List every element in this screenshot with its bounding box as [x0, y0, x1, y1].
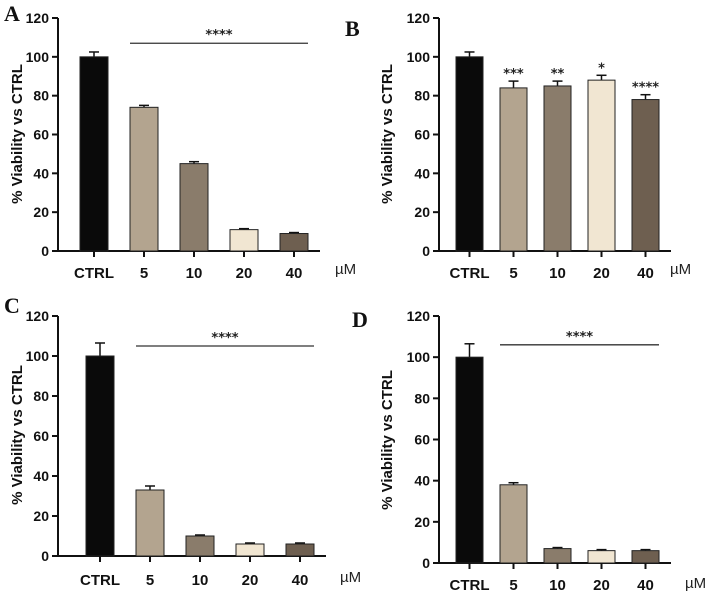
y-tick-label: 60: [33, 127, 49, 143]
bar-40: [279, 233, 309, 252]
y-tick-label: 0: [41, 243, 49, 259]
y-tick-label: 20: [414, 204, 430, 220]
unit-label: µM: [340, 569, 361, 586]
y-tick-label: 80: [33, 88, 49, 104]
y-tick-label: 20: [33, 204, 49, 220]
x-category-label: 40: [292, 572, 309, 589]
y-tick-label: 20: [33, 508, 49, 524]
y-tick-label: 60: [33, 428, 49, 444]
x-category-label: 5: [509, 265, 517, 282]
bar-40: [631, 99, 660, 252]
x-category-label: 40: [286, 265, 303, 282]
bar-10: [185, 535, 215, 557]
y-axis-title: % Viability vs CTRL: [9, 64, 26, 204]
bar-5: [499, 87, 528, 252]
x-category-label: 40: [637, 577, 654, 594]
unit-label: µM: [685, 575, 706, 592]
y-tick-label: 120: [407, 10, 431, 26]
y-tick-label: 40: [33, 468, 49, 484]
x-category-label: 5: [146, 572, 154, 589]
bar-ctrl: [455, 56, 484, 252]
y-tick-label: 100: [26, 49, 50, 65]
y-axis-title: % Viability vs CTRL: [379, 64, 396, 204]
y-tick-label: 100: [407, 49, 431, 65]
y-tick-label: 120: [26, 308, 50, 324]
panel-letter: C: [4, 293, 20, 318]
x-category-label: CTRL: [450, 265, 490, 282]
y-tick-label: 80: [414, 390, 430, 406]
x-category-label: 20: [593, 265, 610, 282]
y-axis-title: % Viability vs CTRL: [379, 370, 396, 510]
x-category-label: 10: [549, 577, 566, 594]
bar-ctrl: [79, 56, 109, 252]
bar-40: [631, 550, 660, 564]
x-category-label: CTRL: [74, 265, 114, 282]
y-tick-label: 60: [414, 432, 430, 448]
panel-c: C 0 20 40 60 80 100 120 % Viability vs CTRL CTRL 5…: [4, 293, 361, 589]
x-category-label: CTRL: [450, 577, 490, 594]
bar-5: [135, 489, 165, 557]
y-tick-label: 20: [414, 514, 430, 530]
bar-10: [543, 548, 572, 564]
y-tick-label: 80: [33, 388, 49, 404]
bar-significance: **: [551, 67, 565, 82]
x-category-label: 5: [140, 265, 148, 282]
y-tick-label: 120: [26, 10, 50, 26]
y-axis-title: % Viability vs CTRL: [9, 365, 26, 505]
bar-significance: ****: [632, 81, 659, 96]
x-category-label: CTRL: [80, 572, 120, 589]
x-category-label: 10: [192, 572, 209, 589]
y-tick-label: 0: [422, 555, 430, 571]
bar-ctrl: [85, 355, 115, 557]
x-category-label: 5: [509, 577, 517, 594]
x-category-label: 10: [186, 265, 203, 282]
x-category-label: 40: [637, 265, 654, 282]
panel-b: B 0 20 40 60 80 100 120 % Viability vs CTRL CTRL 5…: [345, 10, 691, 282]
bar-40: [285, 543, 315, 557]
bar-significance: ***: [503, 67, 524, 82]
bar-10: [543, 85, 572, 252]
panel-a: A 0 20 40 60 80 100 120 % Viability vs CTRL CTRL 5…: [4, 1, 356, 282]
bar-20: [587, 79, 616, 252]
y-tick-label: 40: [33, 165, 49, 181]
unit-label: µM: [670, 261, 691, 278]
significance-label: ****: [211, 331, 238, 346]
bar-20: [235, 543, 265, 557]
x-category-label: 20: [236, 265, 253, 282]
panel-letter: B: [345, 16, 360, 41]
panel-letter: A: [4, 1, 20, 26]
bar-20: [587, 550, 616, 564]
bar-5: [499, 484, 528, 564]
significance-label: ****: [566, 330, 593, 345]
panel-d: D 0 20 40 60 80 100 120 % Viability vs CTRL CTRL 5…: [352, 307, 706, 594]
bar-5: [129, 106, 159, 252]
significance-label: ****: [205, 28, 232, 43]
bar-significance: *: [598, 61, 605, 76]
bar-ctrl: [455, 356, 484, 564]
y-tick-label: 0: [422, 243, 430, 259]
bar-20: [229, 229, 259, 252]
unit-label: µM: [335, 261, 356, 278]
y-tick-label: 100: [407, 349, 431, 365]
y-tick-label: 100: [26, 348, 50, 364]
y-tick-label: 40: [414, 473, 430, 489]
y-tick-label: 40: [414, 165, 430, 181]
panel-letter: D: [352, 307, 368, 332]
y-tick-label: 80: [414, 88, 430, 104]
y-tick-label: 60: [414, 127, 430, 143]
y-tick-label: 0: [41, 548, 49, 564]
y-tick-label: 120: [407, 308, 431, 324]
x-category-label: 20: [242, 572, 259, 589]
x-category-label: 10: [549, 265, 566, 282]
bar-10: [179, 163, 209, 252]
x-category-label: 20: [593, 577, 610, 594]
